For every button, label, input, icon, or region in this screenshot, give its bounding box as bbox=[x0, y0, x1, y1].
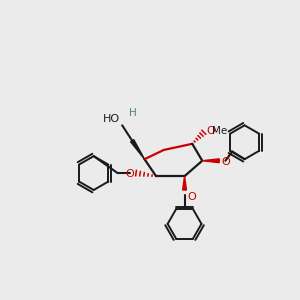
Text: H: H bbox=[129, 108, 137, 118]
Text: O: O bbox=[125, 169, 134, 179]
Text: O: O bbox=[221, 157, 230, 166]
Text: Me: Me bbox=[212, 126, 227, 136]
Text: O: O bbox=[206, 126, 215, 136]
Polygon shape bbox=[202, 159, 219, 163]
Polygon shape bbox=[130, 140, 145, 159]
Polygon shape bbox=[183, 176, 187, 190]
Text: O: O bbox=[188, 191, 196, 202]
Text: HO: HO bbox=[103, 114, 120, 124]
